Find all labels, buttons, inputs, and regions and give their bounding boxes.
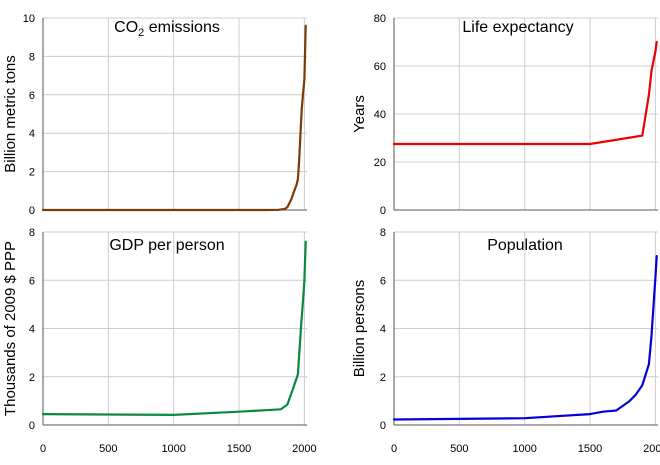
y-tick-label: 8 [380, 227, 386, 239]
x-tick-label: 500 [99, 443, 117, 455]
y-tick-label: 2 [29, 372, 35, 384]
y-tick-label: 0 [29, 205, 35, 217]
y-tick-label: 0 [29, 420, 35, 432]
y-tick-label: 10 [23, 13, 35, 25]
y-tick-label: 0 [380, 205, 386, 217]
x-tick-label: 0 [40, 443, 46, 455]
y-tick-label: 6 [29, 90, 35, 102]
x-tick-label: 1500 [227, 443, 251, 455]
x-tick-label: 2000 [643, 443, 660, 455]
y-tick-label: 20 [374, 157, 386, 169]
series-line [41, 24, 307, 212]
x-tick-label: 1500 [578, 443, 602, 455]
chart-title: GDP per person [109, 237, 224, 254]
y-tick-label: 6 [29, 275, 35, 287]
y-axis-label: Years [351, 95, 368, 133]
y-tick-label: 40 [374, 109, 386, 121]
series-line [392, 40, 658, 146]
x-tick-label: 1000 [512, 443, 536, 455]
x-tick-label: 1000 [161, 443, 185, 455]
y-tick-label: 4 [380, 324, 386, 336]
chart-panel-1: 0 20 40 60 80 Life expectancy Years [351, 13, 658, 217]
y-axis-label: Billion metric tons [2, 55, 19, 173]
x-tick-label: 2000 [292, 443, 316, 455]
y-axis-label: Thousands of 2009 $ PPP [2, 241, 19, 416]
chart-title: Population [487, 237, 563, 254]
y-tick-label: 8 [29, 227, 35, 239]
series-line [41, 240, 307, 416]
chart-title: Life expectancy [462, 19, 573, 36]
chart-panel-3: 0 500 1000 1500 2000 0 2 4 6 8 Population Billion p… [351, 227, 660, 455]
chart-panel-2: 0 500 1000 1500 2000 0 2 4 6 8 GDP per person Thous… [2, 227, 317, 455]
y-tick-label: 4 [29, 128, 35, 140]
chart-panel-0: 0 2 4 6 8 10 CO2 emissions Billion metric tons [2, 13, 307, 217]
x-tick-label: 0 [391, 443, 397, 455]
y-tick-label: 0 [380, 420, 386, 432]
y-axis-label: Billion persons [351, 280, 368, 378]
y-tick-label: 4 [29, 324, 35, 336]
y-tick-label: 2 [380, 372, 386, 384]
y-tick-label: 80 [374, 13, 386, 25]
y-tick-label: 8 [29, 51, 35, 63]
series-line [392, 255, 658, 421]
y-tick-label: 2 [29, 167, 35, 179]
y-tick-label: 6 [380, 275, 386, 287]
y-tick-label: 60 [374, 61, 386, 73]
chart-title: CO2 emissions [114, 19, 220, 39]
x-tick-label: 500 [450, 443, 468, 455]
